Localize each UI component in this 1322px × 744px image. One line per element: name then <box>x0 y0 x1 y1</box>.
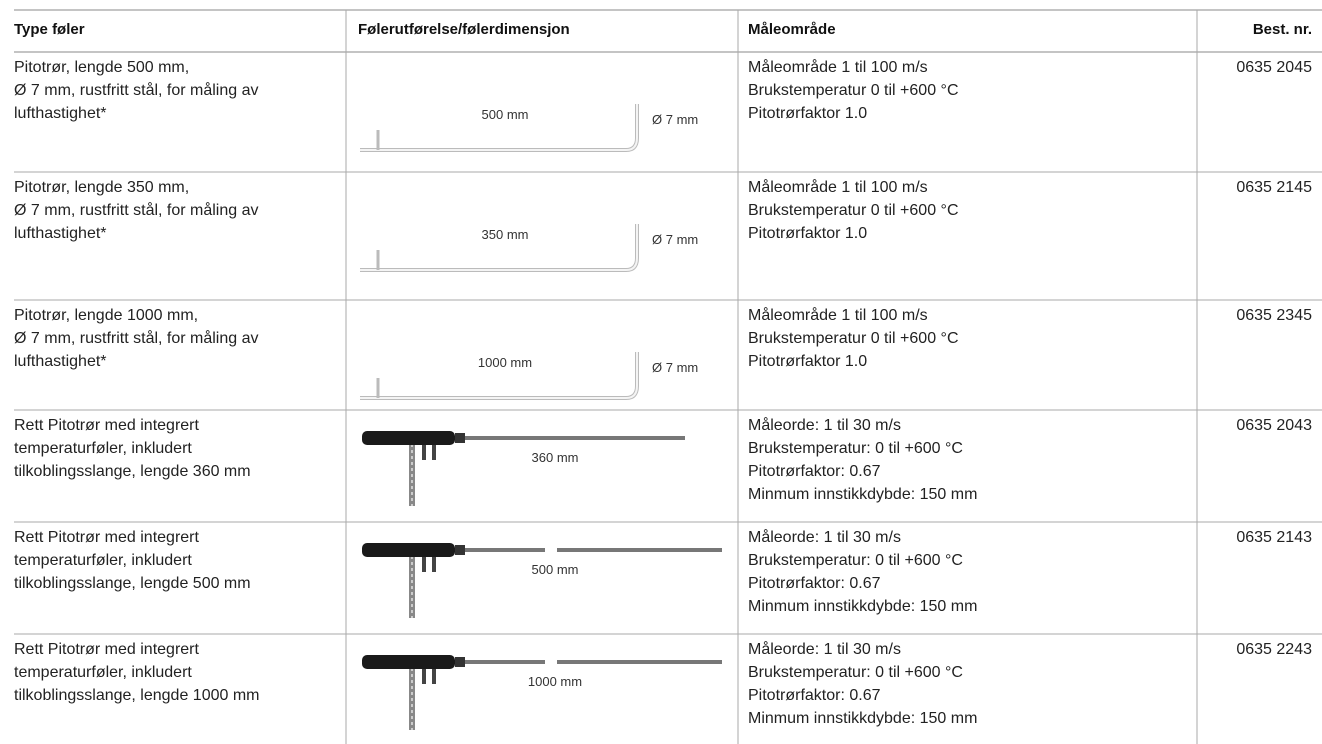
range-line: Måleorde: 1 til 30 m/s <box>748 529 901 546</box>
connector <box>432 668 436 684</box>
order-number: 0635 2045 <box>1236 59 1312 76</box>
range-line: Brukstemperatur 0 til +600 °C <box>748 82 959 99</box>
type-line: lufthastighet* <box>14 353 107 370</box>
type-line: temperaturføler, inkludert <box>14 664 192 681</box>
type-line: tilkoblingsslange, lengde 500 mm <box>14 575 251 592</box>
rod-gap <box>545 546 557 554</box>
range-line: Måleområde 1 til 100 m/s <box>748 179 928 196</box>
rod-gap <box>545 658 557 666</box>
connector <box>422 668 426 684</box>
range-line: Brukstemperatur 0 til +600 °C <box>748 330 959 347</box>
handle <box>362 431 455 445</box>
range-line: Minmum innstikkdybde: 150 mm <box>748 486 978 503</box>
range-line: Pitotrørfaktor 1.0 <box>748 225 868 242</box>
length-label: 1000 mm <box>528 674 582 689</box>
tube <box>360 224 638 271</box>
type-line: Ø 7 mm, rustfritt stål, for måling av <box>14 82 259 99</box>
header-cell: Best. nr. <box>1252 21 1312 38</box>
length-label: 500 mm <box>532 562 579 577</box>
type-line: lufthastighet* <box>14 105 107 122</box>
handle <box>362 543 455 557</box>
order-number: 0635 2145 <box>1236 179 1312 196</box>
range-line: Pitotrørfaktor 1.0 <box>748 105 868 122</box>
range-line: Brukstemperatur 0 til +600 °C <box>748 202 959 219</box>
order-number: 0635 2243 <box>1236 641 1312 658</box>
range-line: Måleorde: 1 til 30 m/s <box>748 417 901 434</box>
type-line: temperaturføler, inkludert <box>14 552 192 569</box>
range-line: Pitotrørfaktor: 0.67 <box>748 463 881 480</box>
type-line: Ø 7 mm, rustfritt stål, for måling av <box>14 202 259 219</box>
tube <box>360 352 638 399</box>
range-line: Pitotrørfaktor 1.0 <box>748 353 868 370</box>
range-line: Måleorde: 1 til 30 m/s <box>748 641 901 658</box>
type-line: tilkoblingsslange, lengde 360 mm <box>14 463 251 480</box>
type-line: Pitotrør, lengde 500 mm, <box>14 59 190 76</box>
order-number: 0635 2345 <box>1236 307 1312 324</box>
type-line: Rett Pitotrør med integrert <box>14 417 199 434</box>
range-line: Pitotrørfaktor: 0.67 <box>748 687 881 704</box>
length-label: 1000 mm <box>478 355 532 370</box>
range-line: Måleområde 1 til 100 m/s <box>748 307 928 324</box>
length-label: 360 mm <box>532 450 579 465</box>
range-line: Minmum innstikkdybde: 150 mm <box>748 598 978 615</box>
handle <box>362 655 455 669</box>
handle-tip <box>455 545 465 555</box>
diameter-label: Ø 7 mm <box>652 112 698 127</box>
range-line: Brukstemperatur: 0 til +600 °C <box>748 440 963 457</box>
range-line: Brukstemperatur: 0 til +600 °C <box>748 552 963 569</box>
connector <box>422 556 426 572</box>
diameter-label: Ø 7 mm <box>652 232 698 247</box>
handle-tip <box>455 657 465 667</box>
order-number: 0635 2143 <box>1236 529 1312 546</box>
type-line: tilkoblingsslange, lengde 1000 mm <box>14 687 260 704</box>
tube <box>360 104 638 151</box>
range-line: Minmum innstikkdybde: 150 mm <box>748 710 978 727</box>
length-label: 500 mm <box>482 107 529 122</box>
type-line: temperaturføler, inkludert <box>14 440 192 457</box>
type-line: Rett Pitotrør med integrert <box>14 529 199 546</box>
type-line: Pitotrør, lengde 350 mm, <box>14 179 190 196</box>
type-line: Pitotrør, lengde 1000 mm, <box>14 307 199 324</box>
range-line: Brukstemperatur: 0 til +600 °C <box>748 664 963 681</box>
type-line: lufthastighet* <box>14 225 107 242</box>
header-cell: Følerutførelse/følerdimensjon <box>358 21 570 38</box>
type-line: Rett Pitotrør med integrert <box>14 641 199 658</box>
order-number: 0635 2043 <box>1236 417 1312 434</box>
handle-tip <box>455 433 465 443</box>
range-line: Pitotrørfaktor: 0.67 <box>748 575 881 592</box>
type-line: Ø 7 mm, rustfritt stål, for måling av <box>14 330 259 347</box>
connector <box>432 444 436 460</box>
connector <box>422 444 426 460</box>
range-line: Måleområde 1 til 100 m/s <box>748 59 928 76</box>
header-cell: Måleområde <box>748 21 836 38</box>
diameter-label: Ø 7 mm <box>652 360 698 375</box>
length-label: 350 mm <box>482 227 529 242</box>
connector <box>432 556 436 572</box>
header-cell: Type føler <box>14 21 85 38</box>
